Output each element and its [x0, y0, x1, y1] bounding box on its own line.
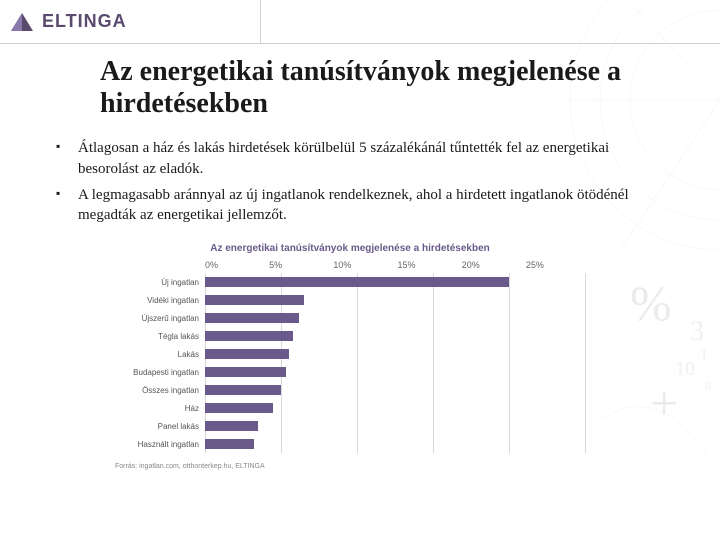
chart-row: Lakás — [110, 345, 590, 363]
chart-bar — [205, 385, 281, 395]
axis-tick: 15% — [398, 260, 462, 270]
chart: Az energetikai tanúsítványok megjelenése… — [110, 243, 590, 478]
bullet-item: A legmagasabb aránnyal az új ingatlanok … — [50, 185, 670, 226]
chart-source: Forrás: ingatlan.com, otthonterkep.hu, E… — [115, 463, 590, 470]
chart-row-label: Újszerű ingatlan — [110, 314, 205, 323]
page-title: Az energetikai tanúsítványok megjelenése… — [100, 56, 670, 120]
chart-row: Panel lakás — [110, 417, 590, 435]
chart-row-label: Használt ingatlan — [110, 440, 205, 449]
header-divider — [260, 0, 261, 43]
chart-bar — [205, 331, 293, 341]
chart-bar — [205, 403, 273, 413]
chart-row-label: Összes ingatlan — [110, 386, 205, 395]
chart-row: Tégla lakás — [110, 327, 590, 345]
chart-row: Újszerű ingatlan — [110, 309, 590, 327]
chart-row: Új ingatlan — [110, 273, 590, 291]
slide-content: Az energetikai tanúsítványok megjelenése… — [0, 44, 720, 478]
chart-row: Ház — [110, 399, 590, 417]
chart-bar — [205, 367, 286, 377]
chart-row: Budapesti ingatlan — [110, 363, 590, 381]
logo: ELTINGA — [8, 11, 127, 33]
chart-rows: Új ingatlan Vidéki ingatlan Újszerű ingatl… — [110, 273, 590, 453]
chart-row: Használt ingatlan — [110, 435, 590, 453]
chart-title: Az energetikai tanúsítványok megjelenése… — [110, 243, 590, 254]
logo-icon — [8, 11, 36, 33]
axis-tick: 20% — [462, 260, 526, 270]
chart-row-label: Vidéki ingatlan — [110, 296, 205, 305]
bullet-item: Átlagosan a ház és lakás hirdetések körü… — [50, 138, 670, 179]
chart-bar — [205, 421, 258, 431]
header: ELTINGA — [0, 0, 720, 44]
chart-x-axis: 0%5%10%15%20%25% — [205, 260, 590, 273]
axis-tick: 25% — [526, 260, 590, 270]
chart-row-label: Ház — [110, 404, 205, 413]
logo-text: ELTINGA — [42, 11, 127, 32]
chart-row-label: Tégla lakás — [110, 332, 205, 341]
chart-row-label: Lakás — [110, 350, 205, 359]
axis-tick: 0% — [205, 260, 269, 270]
chart-bar — [205, 295, 304, 305]
chart-row: Összes ingatlan — [110, 381, 590, 399]
chart-bar — [205, 277, 509, 287]
chart-bar — [205, 349, 289, 359]
chart-row-label: Panel lakás — [110, 422, 205, 431]
axis-tick: 5% — [269, 260, 333, 270]
chart-row: Vidéki ingatlan — [110, 291, 590, 309]
chart-row-label: Budapesti ingatlan — [110, 368, 205, 377]
chart-bar — [205, 439, 254, 449]
chart-bar — [205, 313, 299, 323]
axis-tick: 10% — [333, 260, 397, 270]
bullet-list: Átlagosan a ház és lakás hirdetések körü… — [50, 138, 670, 225]
chart-row-label: Új ingatlan — [110, 278, 205, 287]
